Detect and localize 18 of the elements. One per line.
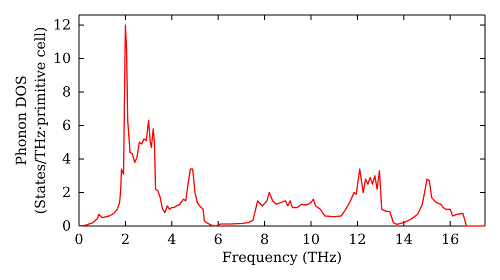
y-tick-label: 10: [53, 51, 71, 68]
x-tick-label: 4: [167, 232, 176, 248]
y-tick-label: 2: [62, 184, 71, 201]
x-tick-label: 0: [74, 232, 84, 248]
y-tick-label: 8: [62, 84, 71, 101]
x-tick-label: 2: [120, 232, 130, 248]
x-tick-label: 10: [302, 232, 320, 248]
x-tick-label: 6: [214, 232, 223, 248]
x-tick-label: 16: [441, 232, 460, 248]
y-tick-label: 12: [53, 18, 71, 34]
x-tick-label: 12: [348, 232, 366, 248]
x-axis-title: Frequency (THz): [222, 250, 342, 266]
y-tick-label: 6: [62, 118, 72, 134]
y-tick-label: 4: [62, 151, 72, 168]
x-tick-label: 8: [260, 232, 270, 248]
x-tick-label: 14: [394, 232, 413, 248]
y-tick-label: 0: [62, 218, 71, 234]
y-axis-title: Phonon DOS (States/THz·primitive cell): [14, 26, 49, 214]
